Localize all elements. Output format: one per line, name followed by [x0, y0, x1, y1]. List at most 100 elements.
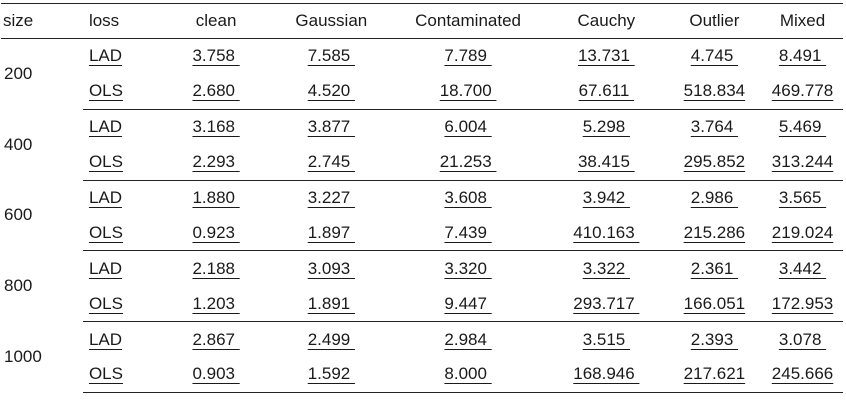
value-cell: 2.680: [159, 73, 273, 110]
value-text: 3.764: [690, 117, 739, 137]
value-cell: 1.203: [159, 286, 273, 323]
value-cell: 3.442: [762, 251, 843, 286]
value-cell: 2.499: [272, 322, 390, 357]
loss-label: LAD: [88, 329, 123, 349]
table-row: OLS 2.293 2.745 21.253 38.415 295.852 313.…: [1, 144, 843, 181]
value-cell: 3.093: [272, 251, 390, 286]
table-row: OLS 2.680 4.520 18.700 67.611 518.834 469.…: [1, 73, 843, 110]
value-cell: 4.745: [667, 39, 762, 74]
value-cell: 5.298: [546, 109, 667, 144]
loss-cell: LAD: [83, 322, 160, 357]
table-row: OLS 1.203 1.891 9.447 293.717 166.051 172.…: [1, 286, 843, 323]
value-text: 2.867: [192, 329, 240, 349]
value-text: 5.469: [778, 117, 827, 137]
value-cell: 219.024: [762, 215, 843, 252]
value-cell: 13.731: [546, 39, 667, 74]
value-cell: 410.163: [545, 215, 667, 252]
value-text: 21.253: [439, 152, 497, 172]
size-cell: 1000: [4, 347, 42, 367]
value-text: 469.778: [771, 81, 834, 101]
value-text: 2.293: [192, 152, 240, 172]
value-text: 3.942: [582, 188, 630, 207]
value-text: 7.789: [444, 46, 492, 66]
value-text: 2.393: [690, 329, 739, 349]
value-cell: 0.923: [159, 215, 273, 252]
value-text: 2.499: [307, 329, 355, 349]
value-cell: 1.880: [160, 180, 273, 215]
header-row: size loss clean Gaussian Contaminated Ca…: [1, 3, 843, 39]
table-row: OLS 0.903 1.592 8.000 168.946 217.621 245.…: [1, 357, 843, 393]
loss-cell: OLS: [82, 144, 160, 181]
value-cell: 3.565: [762, 180, 843, 215]
value-cell: 9.447: [390, 286, 546, 323]
table-body: 200 LAD 3.758 7.585 7.789 13.731 4.745 8.4…: [1, 39, 843, 393]
value-text: 3.515: [582, 329, 630, 349]
table-row: OLS 0.923 1.897 7.439 410.163 215.286 219.…: [1, 215, 843, 252]
value-text: 3.442: [778, 258, 827, 278]
value-cell: 168.946: [545, 357, 667, 393]
value-cell: 7.439: [390, 215, 546, 252]
value-cell: 3.758: [160, 39, 273, 74]
value-cell: 2.393: [667, 322, 762, 357]
value-text: 0.923: [192, 222, 240, 242]
table-row: 600 LAD 1.880 3.227 3.608 3.942 2.986 3.56…: [1, 180, 843, 224]
value-text: 13.731: [577, 46, 635, 66]
value-text: 3.565: [778, 188, 827, 207]
loss-cell: OLS: [82, 73, 160, 110]
loss-label: LAD: [88, 46, 123, 66]
value-text: 2.680: [192, 81, 240, 101]
header-size: size: [1, 3, 83, 39]
loss-cell: LAD: [83, 251, 160, 286]
value-cell: 4.520: [272, 73, 391, 110]
value-text: 293.717: [573, 293, 640, 313]
value-cell: 2.188: [160, 251, 273, 286]
value-text: 3.758: [192, 46, 240, 66]
value-text: 295.852: [683, 152, 746, 172]
loss-cell: LAD: [83, 109, 160, 144]
table-row: 200 LAD 3.758 7.585 7.789 13.731 4.745 8.4…: [1, 39, 843, 83]
value-cell: 8.000: [390, 357, 546, 393]
value-cell: 3.320: [390, 251, 546, 286]
header-mixed: Mixed: [762, 3, 843, 39]
value-cell: 469.778: [762, 73, 843, 110]
value-text: 4.745: [690, 46, 739, 66]
value-text: 2.984: [444, 329, 492, 349]
value-cell: 217.621: [666, 357, 763, 393]
value-text: 2.188: [192, 258, 240, 278]
value-cell: 2.867: [160, 322, 273, 357]
value-cell: 3.168: [160, 109, 273, 144]
value-text: 168.946: [573, 364, 640, 384]
value-text: 3.608: [444, 188, 492, 207]
value-text: 18.700: [439, 81, 497, 101]
value-cell: 518.834: [666, 73, 763, 110]
value-text: 172.953: [771, 293, 834, 313]
loss-label: OLS: [88, 152, 123, 172]
value-cell: 5.469: [762, 109, 843, 144]
value-cell: 3.078: [762, 322, 843, 357]
value-text: 410.163: [573, 222, 640, 242]
loss-label: LAD: [88, 117, 123, 137]
table-row: 1000 LAD 2.867 2.499 2.984 3.515 2.393 3.0…: [1, 322, 843, 366]
value-text: 1.897: [307, 222, 355, 242]
value-text: 217.621: [683, 364, 746, 384]
value-cell: 1.592: [272, 357, 391, 393]
value-cell: 3.608: [390, 180, 546, 215]
value-cell: 3.322: [546, 251, 667, 286]
value-cell: 7.789: [390, 39, 546, 74]
loss-label: OLS: [88, 81, 123, 101]
value-text: 3.227: [307, 188, 355, 207]
value-cell: 172.953: [762, 286, 843, 323]
value-cell: 3.515: [546, 322, 667, 357]
value-text: 4.520: [307, 81, 355, 101]
header-gaussian: Gaussian: [272, 3, 391, 39]
value-cell: 7.585: [272, 39, 390, 74]
size-cell: 200: [4, 64, 33, 84]
value-cell: 3.227: [272, 180, 390, 215]
value-text: 0.903: [192, 364, 240, 384]
loss-cell: LAD: [83, 39, 160, 74]
value-cell: 313.244: [762, 144, 843, 181]
value-text: 7.439: [444, 222, 492, 242]
loss-label: OLS: [88, 293, 123, 313]
value-cell: 2.745: [272, 144, 391, 181]
value-text: 7.585: [307, 46, 355, 66]
